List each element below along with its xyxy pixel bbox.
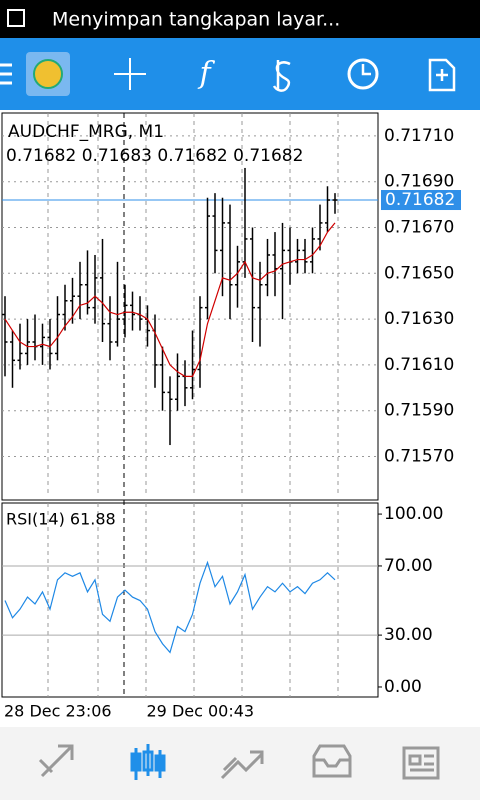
y-tick-label: 70.00: [384, 556, 433, 576]
rsi-panel: [1, 502, 379, 698]
chart-tab[interactable]: [130, 744, 166, 780]
x-tick-label: 29 Dec 00:43: [147, 702, 255, 721]
current-price-box: [381, 190, 461, 211]
y-tick-label: 0.71630: [384, 309, 454, 329]
current-price-label: 0.71682: [385, 190, 455, 210]
time-grid: [47, 113, 339, 697]
chart-area: [0, 110, 480, 727]
nav-icons: [38, 744, 440, 780]
y-tick-label: 0.71570: [384, 446, 454, 466]
x-tick-label: 28 Dec 23:06: [4, 702, 112, 721]
toolbar: [0, 38, 480, 110]
status-text: Menyimpan tangkapan layar...: [52, 9, 340, 31]
history-tab[interactable]: [312, 744, 352, 778]
clock-hands: [361, 64, 371, 76]
toolbar-icons: f: [0, 52, 456, 96]
crosshair-icon[interactable]: [114, 58, 146, 90]
rsi-title: RSI(14) 61.88: [6, 510, 116, 529]
y-tick-label: 0.71650: [384, 263, 454, 283]
trade-tab[interactable]: [220, 750, 264, 780]
app-logo: [33, 59, 63, 89]
clock-icon[interactable]: [347, 58, 379, 90]
moving-average: [4, 222, 336, 377]
y-tick-label: 0.71670: [384, 217, 454, 237]
quotes-tab[interactable]: [38, 744, 74, 778]
screenshot-icon: [7, 9, 25, 27]
y-tick-label: 30.00: [384, 625, 433, 645]
rsi-line: [4, 560, 336, 654]
y-tick-label: 100.00: [384, 504, 443, 524]
menu-icon[interactable]: [0, 63, 12, 85]
news-tab[interactable]: [402, 746, 440, 780]
y-tick-label: 0.71710: [384, 126, 454, 146]
y-tick-label: 0.71610: [384, 355, 454, 375]
trade-icon[interactable]: [272, 60, 291, 92]
ohlc-info: 0.71682 0.71683 0.71682 0.71682: [6, 146, 303, 166]
chart-title: AUDCHF_MRG, M1: [8, 122, 164, 142]
price-panel: [1, 112, 379, 501]
y-tick-label: 0.71690: [384, 172, 454, 192]
y-tick-label: 0.71590: [384, 401, 454, 421]
y-tick-label: 0.00: [384, 677, 422, 697]
status-bar: [0, 0, 480, 38]
new-order-icon[interactable]: [428, 58, 456, 92]
